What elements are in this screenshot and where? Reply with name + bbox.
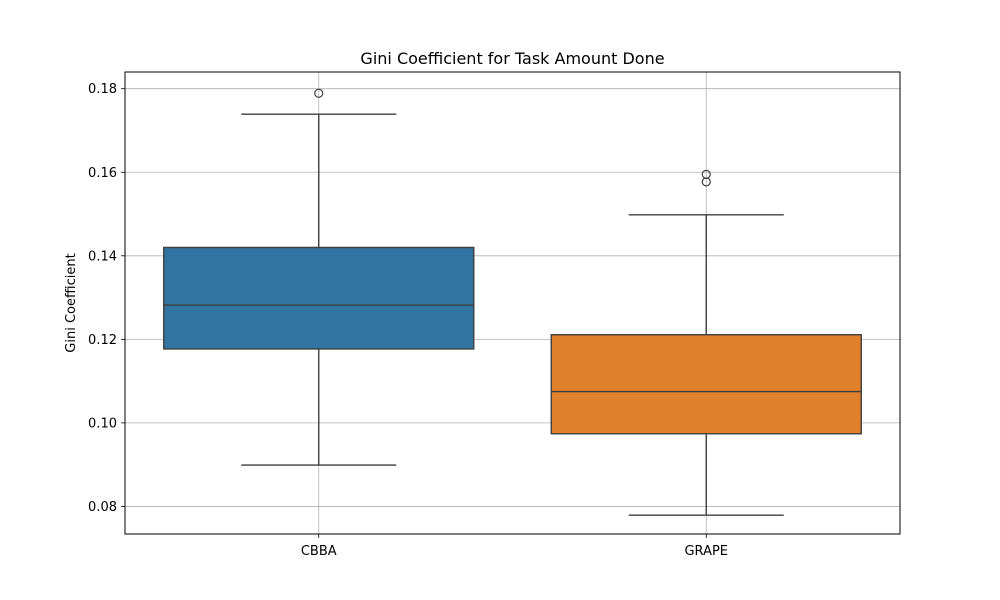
y-axis-label: Gini Coefficient (64, 253, 79, 352)
outlier-point (701, 177, 711, 187)
outlier-point (314, 88, 324, 98)
chart-title: Gini Coefficient for Task Amount Done (360, 49, 664, 68)
x-tick-label: GRAPE (684, 544, 728, 559)
box-iqr (163, 246, 475, 350)
plot-area: 0.08 0.10 0.12 0.14 0.16 0.18 CBBA GRAPE (88, 71, 901, 559)
y-tick-label: 0.18 (88, 82, 117, 97)
y-tick-label: 0.16 (88, 166, 117, 181)
box-iqr (550, 334, 862, 435)
x-tick-label: CBBA (301, 544, 337, 559)
y-tick-label: 0.10 (88, 416, 117, 431)
y-tick-label: 0.14 (88, 249, 117, 264)
y-tick-label: 0.08 (88, 500, 117, 515)
y-tick-label: 0.12 (88, 333, 117, 348)
axes-frame (124, 71, 901, 535)
